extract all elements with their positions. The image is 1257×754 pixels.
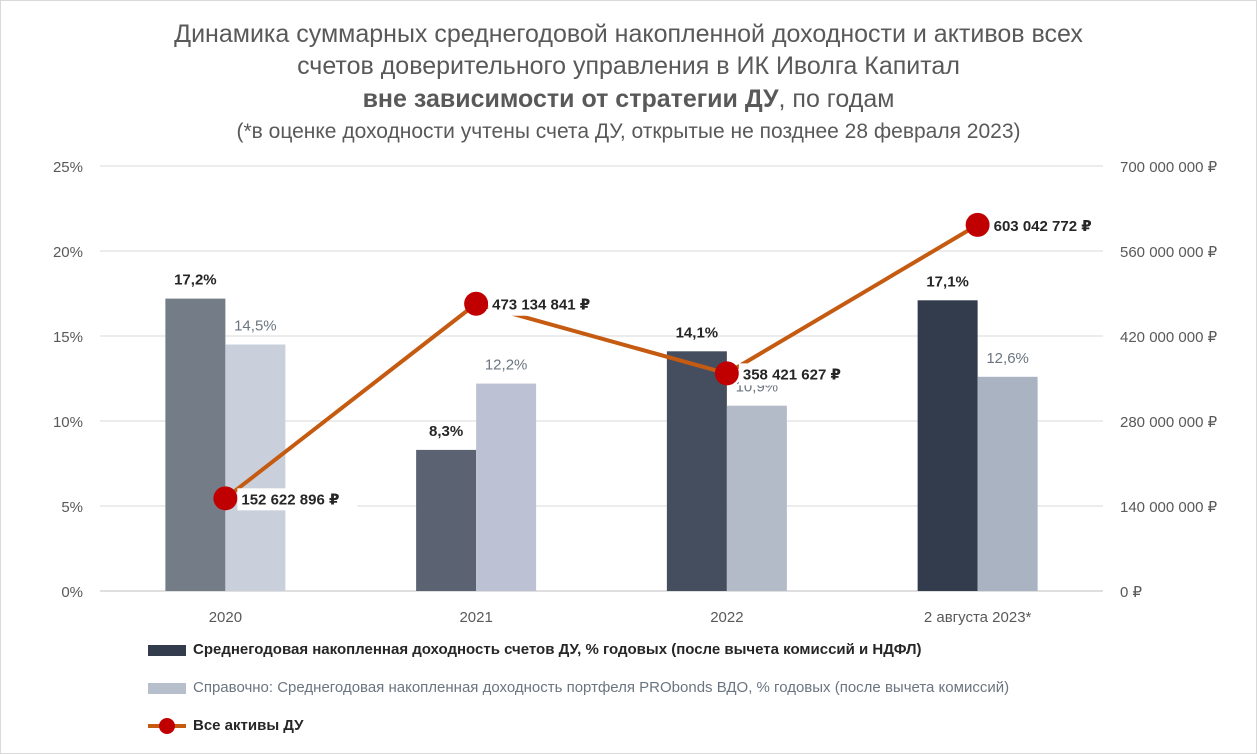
assets-data-label: 473 134 841 ₽ <box>492 297 590 314</box>
assets-data-label: 358 421 627 ₽ <box>743 366 841 383</box>
title-line-4: (*в оценке доходности учтены счета ДУ, о… <box>236 120 1021 143</box>
bar-labels: 17,2%14,5%8,3%12,2%14,1%10,9%17,1%12,6% <box>174 272 1029 440</box>
right-tick-label: 140 000 000 ₽ <box>1120 499 1218 516</box>
data-label-yield: 14,1% <box>676 324 719 341</box>
assets-marker <box>213 486 238 511</box>
assets-marker <box>714 361 739 386</box>
legend: Среднегодовая накопленная доходность сче… <box>148 640 1248 754</box>
data-label-probonds: 14,5% <box>234 318 277 335</box>
bar-probonds <box>977 376 1038 591</box>
title-line-3-rest: , по годам <box>778 85 895 113</box>
bar-yield <box>666 351 727 591</box>
bar-probonds <box>476 383 537 591</box>
legend-item-probonds: Справочно: Среднегодовая накопленная дох… <box>148 678 1248 698</box>
assets-data-label: 603 042 772 ₽ <box>994 218 1092 235</box>
right-axis: 0 ₽ 140 000 000 ₽ 280 000 000 ₽ 420 000 000… <box>1120 159 1218 601</box>
assets-line <box>213 212 990 511</box>
bar-probonds <box>726 405 787 591</box>
legend-label-assets: Все активы ДУ <box>193 717 304 734</box>
left-tick-label: 15% <box>53 329 83 346</box>
right-tick-label: 560 000 000 ₽ <box>1120 244 1218 261</box>
assets-marker <box>965 212 990 237</box>
category-label: 2 августа 2023* <box>924 609 1032 626</box>
chart-title: Динамика суммарных среднегодовой накопле… <box>0 18 1257 148</box>
assets-label-bg <box>237 488 358 511</box>
assets-marker <box>464 291 489 316</box>
bar-yield <box>917 300 978 591</box>
left-tick-label: 10% <box>53 414 83 431</box>
left-tick-label: 20% <box>53 244 83 261</box>
left-axis: 0% 5% 10% 15% 20% 25% <box>53 159 83 601</box>
data-label-probonds: 12,6% <box>986 350 1029 367</box>
category-label: 2020 <box>209 609 242 626</box>
title-line-3: вне зависимости от стратегии ДУ, по года… <box>0 82 1257 116</box>
bar-probonds <box>225 344 286 591</box>
assets-label-bg <box>989 214 1110 237</box>
title-line-1: Динамика суммарных среднегодовой накопле… <box>174 20 1083 48</box>
data-label-yield: 8,3% <box>429 423 463 440</box>
chart-plot: 0% 5% 10% 15% 20% 25% 0 ₽ 140 000 000 ₽ 280 000… <box>53 159 1218 626</box>
data-label-yield: 17,2% <box>174 272 217 289</box>
right-tick-label: 700 000 000 ₽ <box>1120 159 1218 176</box>
category-label: 2021 <box>459 609 492 626</box>
legend-swatch-assets-marker <box>159 718 175 734</box>
legend-swatch-probonds <box>148 683 186 694</box>
bar-yield <box>416 449 477 591</box>
legend-swatch-yield <box>148 645 186 656</box>
bars <box>165 298 1038 591</box>
assets-label-bg <box>488 293 608 316</box>
left-tick-label: 25% <box>53 159 83 176</box>
data-label-probonds: 12,2% <box>485 357 528 374</box>
left-tick-label: 5% <box>61 499 83 516</box>
right-tick-label: 420 000 000 ₽ <box>1120 329 1218 346</box>
legend-label-yield: Среднегодовая накопленная доходность сче… <box>193 641 922 658</box>
category-label: 2022 <box>710 609 743 626</box>
legend-label-probonds: Справочно: Среднегодовая накопленная дох… <box>193 679 1010 696</box>
assets-data-label: 152 622 896 ₽ <box>241 491 339 508</box>
assets-line-path <box>224 223 979 500</box>
title-line-3-bold: вне зависимости от стратегии ДУ <box>362 85 779 113</box>
right-tick-label: 280 000 000 ₽ <box>1120 414 1218 431</box>
left-tick-label: 0% <box>61 584 83 601</box>
bar-yield <box>165 298 226 591</box>
assets-label-bg <box>738 363 859 386</box>
legend-item-assets: Все активы ДУ <box>148 716 1248 736</box>
right-tick-label: 0 ₽ <box>1120 584 1143 601</box>
assets-labels: 152 622 896 ₽ 473 134 841 ₽ 358 421 627 ₽ 6… <box>237 214 1110 511</box>
legend-item-yield: Среднегодовая накопленная доходность сче… <box>148 640 1248 660</box>
category-labels: 2020 2021 2022 2 августа 2023* <box>209 609 1032 626</box>
title-line-2: счетов доверительного управления в ИК Ив… <box>297 52 960 80</box>
data-label-yield: 17,1% <box>926 273 969 290</box>
